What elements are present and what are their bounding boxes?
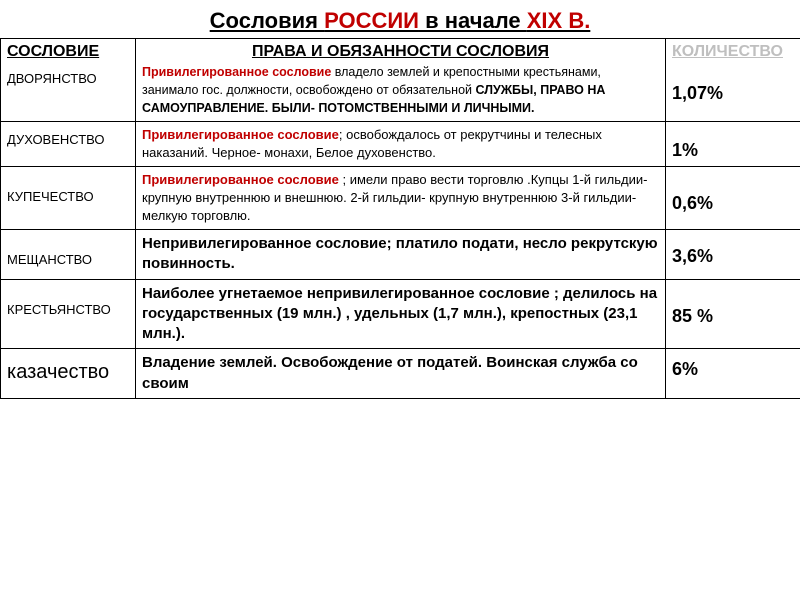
rights-cell: ПРАВА И ОБЯЗАННОСТИ СОСЛОВИЯ Привилегиро… [136,39,666,122]
estate-cell: СОСЛОВИЕ ДВОРЯНСТВО [1,39,136,122]
table-row: МЕЩАНСТВО Непривилегированное сословие; … [1,230,800,280]
qty-cell: КОЛИЧЕСТВО 1,07% [666,39,800,122]
estate-cell: КРЕСТЬЯНСТВО [1,279,136,349]
estate-cell: КУПЕЧЕСТВО [1,167,136,230]
title-p2: РОССИИ [324,8,419,33]
title-p3: в начале [419,8,527,33]
estate-cell: ДУХОВЕНСТВО [1,122,136,167]
estates-table: СОСЛОВИЕ ДВОРЯНСТВО ПРАВА И ОБЯЗАННОСТИ … [0,38,800,399]
header-estate: СОСЛОВИЕ [7,43,129,61]
title-p4: XIX В. [527,8,591,33]
estate-cell: казачество [1,349,136,399]
priv-label: Привилегированное сословие [142,127,339,142]
estate-name: КУПЕЧЕСТВО [7,189,129,204]
qty-cell: 3,6% [666,230,800,280]
rights-text: Непривилегированное сословие; платило по… [142,235,658,272]
qty-value: 3,6% [672,246,794,267]
rights-cell: Привилегированное сословие ; имели право… [136,167,666,230]
qty-cell: 85 % [666,279,800,349]
rights-cell: Владение землей. Освобождение от податей… [136,349,666,399]
rights-text: Привилегированное сословие владело земле… [142,65,605,115]
rights-cell: Непривилегированное сословие; платило по… [136,230,666,280]
table-row: КРЕСТЬЯНСТВО Наиболее угнетаемое неприви… [1,279,800,349]
qty-value: 85 % [672,306,794,327]
rights-text: Наиболее угнетаемое непривилегированное … [142,285,657,343]
rights-text: Привилегированное сословие ; имели право… [142,172,647,223]
qty-cell: 1% [666,122,800,167]
estate-name: КРЕСТЬЯНСТВО [7,302,129,317]
qty-value: 0,6% [672,193,794,214]
rights-text: Владение землей. Освобождение от податей… [142,354,638,391]
priv-label: Привилегированное сословие [142,172,342,187]
header-qty: КОЛИЧЕСТВО [672,43,783,60]
estate-name: казачество [7,361,129,384]
table-row: ДУХОВЕНСТВО Привилегированное сословие; … [1,122,800,167]
qty-value: 1% [672,140,794,161]
table-row: СОСЛОВИЕ ДВОРЯНСТВО ПРАВА И ОБЯЗАННОСТИ … [1,39,800,122]
priv-label: Привилегированное сословие [142,65,331,79]
header-rights: ПРАВА И ОБЯЗАННОСТИ СОСЛОВИЯ [142,43,659,61]
qty-value: 6% [672,359,794,380]
qty-cell: 0,6% [666,167,800,230]
qty-cell: 6% [666,349,800,399]
estate-name: ДВОРЯНСТВО [7,71,129,86]
estate-name: МЕЩАНСТВО [7,252,129,267]
rights-cell: Наиболее угнетаемое непривилегированное … [136,279,666,349]
title-p1: Сословия [210,8,324,33]
table-row: казачество Владение землей. Освобождение… [1,349,800,399]
qty-value: 1,07% [672,83,794,104]
rights-text: Привилегированное сословие; освобождалос… [142,127,602,160]
page-title: Сословия РОССИИ в начале XIX В. [0,0,800,38]
estate-cell: МЕЩАНСТВО [1,230,136,280]
table-row: КУПЕЧЕСТВО Привилегированное сословие ; … [1,167,800,230]
rights-cell: Привилегированное сословие; освобождалос… [136,122,666,167]
estate-name: ДУХОВЕНСТВО [7,132,129,147]
